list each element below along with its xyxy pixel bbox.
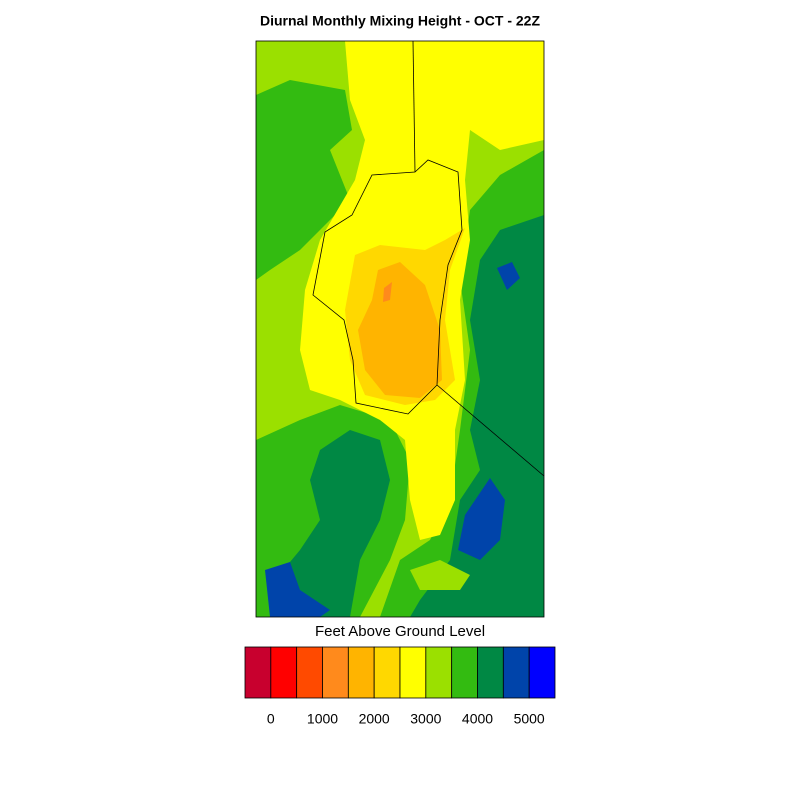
- colorbar-tick-label: 0: [267, 711, 275, 727]
- boundary-line: [412, 40, 416, 173]
- contour-region: [410, 560, 470, 590]
- contour-region: [458, 478, 505, 560]
- contour-region: [256, 80, 352, 280]
- colorbar-box: [502, 646, 530, 699]
- contour-field: [255, 40, 545, 618]
- colorbar-box: [451, 646, 478, 699]
- colorbar-tick-label: 3000: [410, 711, 441, 727]
- colorbar-box: [244, 646, 272, 699]
- contour-region: [497, 262, 520, 290]
- contour-region: [265, 562, 330, 617]
- colorbar-box: [528, 646, 556, 699]
- map-title: Diurnal Monthly Mixing Height - OCT - 22…: [260, 13, 540, 29]
- contour-region: [358, 262, 442, 398]
- colorbar-box: [296, 646, 323, 699]
- contour-region: [383, 282, 392, 302]
- colorbar-box: [373, 646, 401, 699]
- colorbar-tick-label: 2000: [359, 711, 390, 727]
- contour-region: [275, 430, 390, 617]
- colorbar-label: Feet Above Ground Level: [315, 623, 485, 640]
- boundary-line: [436, 384, 545, 477]
- colorbar-tick-label: 4000: [462, 711, 493, 727]
- colorbar: 0 1000 2000 3000 4000 5000: [244, 646, 556, 727]
- colorbar-box: [477, 646, 504, 699]
- boundary-line: [312, 159, 463, 415]
- colorbar-tick-label: 5000: [514, 711, 545, 727]
- colorbar-box: [425, 646, 453, 699]
- colorbar-tick-label: 1000: [307, 711, 338, 727]
- contour-region: [410, 215, 544, 617]
- field-frame: [255, 40, 545, 618]
- colorbar-box: [347, 646, 375, 699]
- colorbar-box: [270, 646, 298, 699]
- colorbar-box: [399, 646, 427, 699]
- colorbar-box: [322, 646, 349, 699]
